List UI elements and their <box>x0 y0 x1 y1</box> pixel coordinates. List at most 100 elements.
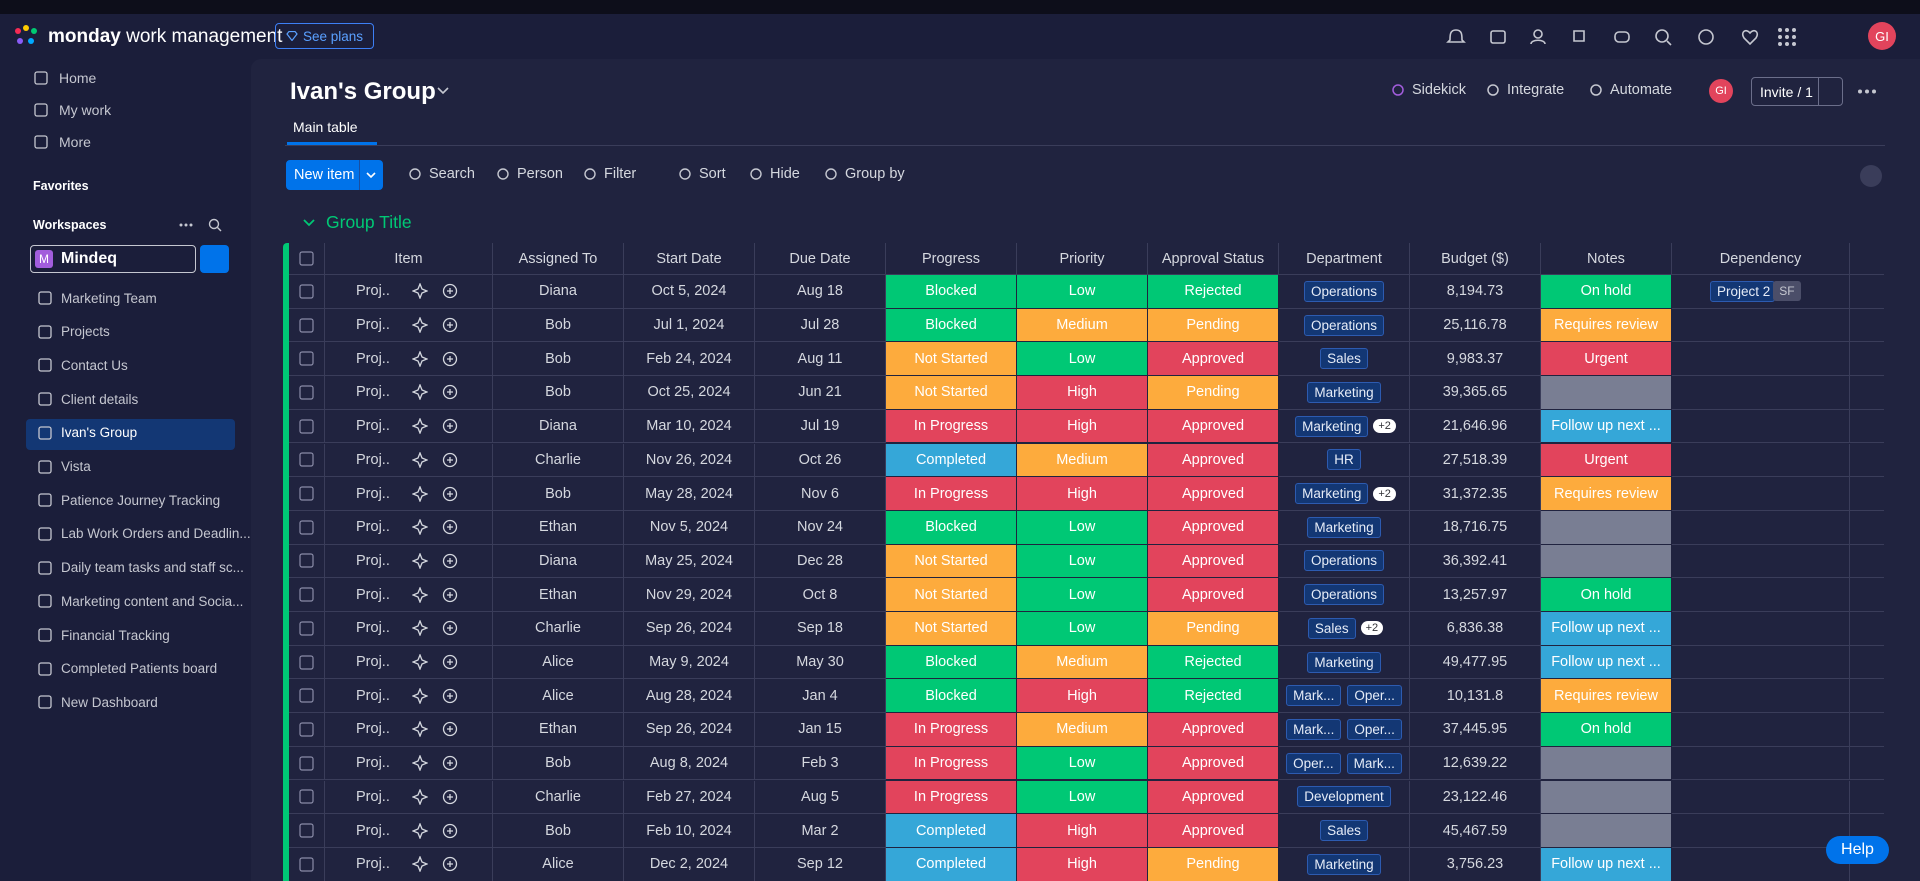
dependency-cell[interactable] <box>1672 342 1850 377</box>
start-cell[interactable]: Nov 5, 2024 <box>624 510 755 545</box>
approval-cell[interactable]: Pending <box>1148 376 1279 410</box>
priority-cell[interactable]: High <box>1017 409 1148 444</box>
progress-cell[interactable]: In Progress <box>886 477 1017 511</box>
board-link[interactable]: Marketing Team <box>37 290 157 306</box>
board-link[interactable]: Marketing content and Socia... <box>37 593 243 609</box>
assigned-cell[interactable]: Diana <box>493 275 624 309</box>
budget-cell[interactable]: 12,639.22 <box>1410 746 1541 781</box>
approval-cell[interactable]: Approved <box>1148 443 1279 478</box>
department-cell[interactable]: Development <box>1279 780 1410 815</box>
budget-cell[interactable]: 18,716.75 <box>1410 510 1541 545</box>
board-link[interactable]: Lab Work Orders and Deadlin... <box>37 526 251 542</box>
tool[interactable]: Filter <box>582 166 636 182</box>
start-cell[interactable]: Oct 25, 2024 <box>624 376 755 410</box>
due-cell[interactable]: Mar 2 <box>755 814 886 848</box>
item-cell[interactable]: Proj... <box>325 679 493 714</box>
progress-cell[interactable]: Not Started <box>886 612 1017 646</box>
assigned-cell[interactable]: Bob <box>493 342 624 377</box>
assigned-cell[interactable]: Bob <box>493 746 624 781</box>
priority-cell[interactable]: Low <box>1017 578 1148 612</box>
department-cell[interactable]: Sales +2 <box>1279 612 1410 646</box>
notes-cell[interactable]: On hold <box>1541 713 1672 747</box>
assigned-cell[interactable]: Ethan <box>493 510 624 545</box>
approval-cell[interactable]: Pending <box>1148 847 1279 881</box>
assigned-cell[interactable]: Diana <box>493 409 624 444</box>
progress-cell[interactable]: Blocked <box>886 308 1017 343</box>
notes-cell[interactable]: Follow up next ... <box>1541 409 1672 444</box>
board-avatar[interactable]: GI <box>1709 79 1733 103</box>
progress-cell[interactable]: Not Started <box>886 544 1017 579</box>
board-title[interactable]: Ivan's Group <box>290 78 436 105</box>
more-menu[interactable] <box>1857 89 1877 94</box>
due-cell[interactable]: Nov 24 <box>755 510 886 545</box>
assigned-cell[interactable]: Diana <box>493 544 624 579</box>
assigned-cell[interactable]: Alice <box>493 847 624 881</box>
board-action[interactable]: Automate <box>1588 82 1672 98</box>
start-cell[interactable]: Nov 26, 2024 <box>624 443 755 478</box>
workspace-selector[interactable]: M Mindeq <box>30 245 196 273</box>
due-cell[interactable]: Oct 8 <box>755 578 886 612</box>
dependency-cell[interactable] <box>1672 645 1850 680</box>
column-header[interactable]: Approval Status <box>1148 243 1279 275</box>
notes-cell[interactable] <box>1541 544 1672 579</box>
priority-cell[interactable]: Low <box>1017 780 1148 815</box>
item-cell[interactable]: Proj... <box>325 376 493 410</box>
dependency-cell[interactable]: Project 2 SF <box>1672 275 1850 309</box>
group-title[interactable]: Group Title <box>326 212 412 232</box>
budget-cell[interactable]: 3,756.23 <box>1410 847 1541 881</box>
start-cell[interactable]: May 28, 2024 <box>624 477 755 511</box>
budget-cell[interactable]: 21,646.96 <box>1410 409 1541 444</box>
approval-cell[interactable]: Rejected <box>1148 645 1279 680</box>
board-link[interactable]: Contact Us <box>37 357 128 373</box>
start-cell[interactable]: Aug 8, 2024 <box>624 746 755 781</box>
item-cell[interactable]: Proj... <box>325 477 493 511</box>
due-cell[interactable]: Dec 28 <box>755 544 886 579</box>
budget-cell[interactable]: 6,836.38 <box>1410 612 1541 646</box>
due-cell[interactable]: Jun 21 <box>755 376 886 410</box>
see-plans[interactable]: See plans <box>275 23 374 49</box>
item-cell[interactable]: Proj... <box>325 713 493 747</box>
board-link[interactable]: Completed Patients board <box>37 661 217 677</box>
priority-cell[interactable]: Medium <box>1017 443 1148 478</box>
avatar[interactable]: GI <box>1868 22 1896 50</box>
board-action[interactable]: Integrate <box>1485 82 1564 98</box>
priority-cell[interactable]: High <box>1017 814 1148 848</box>
progress-cell[interactable]: Completed <box>886 814 1017 848</box>
notes-cell[interactable] <box>1541 780 1672 815</box>
dependency-cell[interactable] <box>1672 713 1850 747</box>
item-cell[interactable]: Proj... <box>325 578 493 612</box>
column-header[interactable]: Notes <box>1541 243 1672 275</box>
board-link[interactable]: Vista <box>37 459 91 475</box>
department-cell[interactable]: Oper... Mark... <box>1279 746 1410 781</box>
column-header[interactable]: Priority <box>1017 243 1148 275</box>
priority-cell[interactable]: Low <box>1017 612 1148 646</box>
approval-cell[interactable]: Approved <box>1148 713 1279 747</box>
start-cell[interactable]: Nov 29, 2024 <box>624 578 755 612</box>
start-cell[interactable]: Sep 26, 2024 <box>624 612 755 646</box>
column-header[interactable]: Budget ($) <box>1410 243 1541 275</box>
due-cell[interactable]: Jul 19 <box>755 409 886 444</box>
budget-cell[interactable]: 23,122.46 <box>1410 780 1541 815</box>
approval-cell[interactable]: Approved <box>1148 342 1279 377</box>
due-cell[interactable]: Aug 5 <box>755 780 886 815</box>
tool[interactable]: Sort <box>677 166 726 182</box>
approval-cell[interactable]: Rejected <box>1148 275 1279 309</box>
item-cell[interactable]: Proj... <box>325 780 493 815</box>
board-link[interactable]: Daily team tasks and staff sc... <box>37 560 244 576</box>
dependency-cell[interactable] <box>1672 510 1850 545</box>
column-header[interactable]: Assigned To <box>493 243 624 275</box>
department-cell[interactable]: Sales <box>1279 814 1410 848</box>
budget-cell[interactable]: 31,372.35 <box>1410 477 1541 511</box>
dependency-cell[interactable] <box>1672 376 1850 410</box>
start-cell[interactable]: Dec 2, 2024 <box>624 847 755 881</box>
start-cell[interactable]: Aug 28, 2024 <box>624 679 755 714</box>
dependency-cell[interactable] <box>1672 409 1850 444</box>
tab[interactable]: Main table <box>293 119 358 135</box>
dependency-cell[interactable] <box>1672 308 1850 343</box>
department-cell[interactable]: Marketing <box>1279 510 1410 545</box>
brand[interactable]: monday work management <box>48 26 282 48</box>
priority-cell[interactable]: High <box>1017 376 1148 410</box>
department-cell[interactable]: Mark... Oper... <box>1279 713 1410 747</box>
progress-cell[interactable]: Blocked <box>886 275 1017 309</box>
dependency-cell[interactable] <box>1672 847 1850 881</box>
